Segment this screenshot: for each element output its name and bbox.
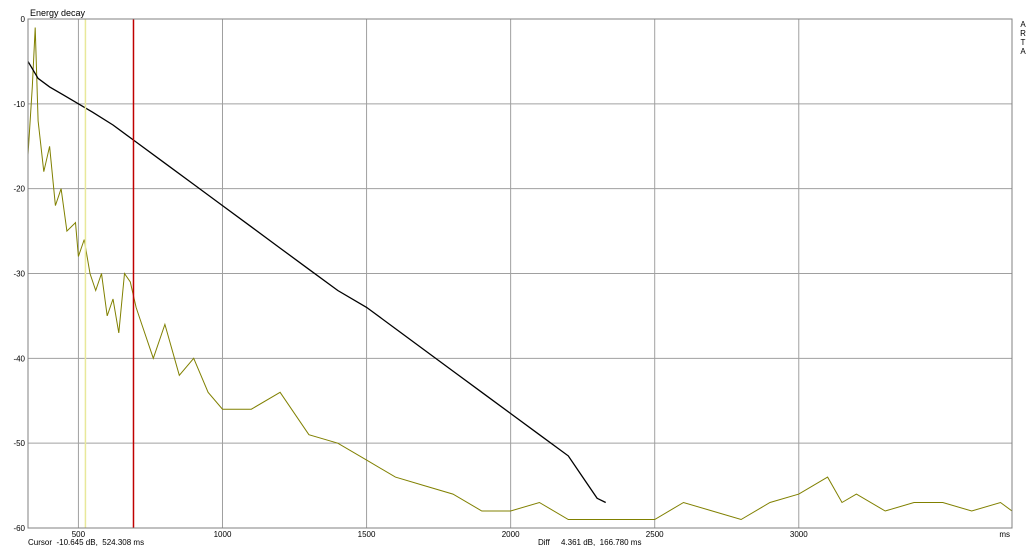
diff-readout: Diff 4.361 dB, 166.780 ms xyxy=(538,538,642,547)
y-tick-label: -60 xyxy=(13,524,25,533)
y-tick-label: -40 xyxy=(13,354,25,363)
y-tick-label: -30 xyxy=(13,270,25,279)
brand-letter: A xyxy=(1020,20,1026,29)
x-tick-label: 3000 xyxy=(790,530,808,539)
series xyxy=(27,27,1013,521)
cursor-readout: Cursor -10.645 dB, 524.308 ms xyxy=(28,538,145,547)
grid xyxy=(28,18,1012,529)
x-tick-label: 2500 xyxy=(646,530,664,539)
series-line xyxy=(27,27,1013,521)
x-tick-label: 1000 xyxy=(214,530,232,539)
brand-letter: T xyxy=(1020,38,1026,47)
x-unit-label: ms xyxy=(999,530,1010,539)
y-tick-label: -10 xyxy=(13,100,25,109)
x-tick-label: 500 xyxy=(72,530,86,539)
brand-letter: R xyxy=(1020,29,1026,38)
y-tick-label: -50 xyxy=(13,439,25,448)
y-tick-label: -20 xyxy=(13,185,25,194)
x-tick-label: 1500 xyxy=(358,530,376,539)
x-tick-label: 2000 xyxy=(502,530,520,539)
cursor-markers[interactable] xyxy=(84,19,135,528)
axis-tick-labels: 0 -10 -20 -30 -40 -50 -60 500 1000 1500 2000 2500 30… xyxy=(13,15,1010,539)
y-tick-label: 0 xyxy=(21,15,26,24)
brand-letters: A R T A xyxy=(1018,20,1028,56)
series-line xyxy=(27,61,606,504)
chart-title: Energy decay xyxy=(30,8,86,18)
brand-letter: A xyxy=(1020,47,1026,56)
plot-frame xyxy=(27,18,1013,529)
